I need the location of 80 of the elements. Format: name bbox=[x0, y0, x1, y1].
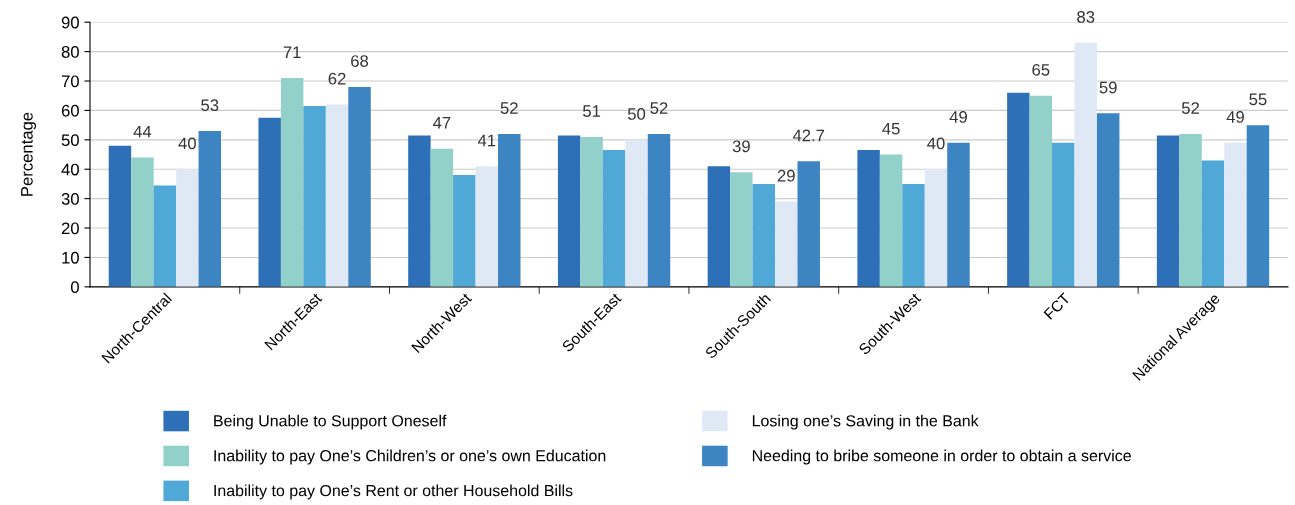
bar bbox=[647, 133, 671, 287]
bar bbox=[258, 117, 281, 287]
bar bbox=[1224, 142, 1247, 287]
bar bbox=[879, 154, 903, 287]
bar bbox=[857, 150, 880, 287]
y-tick-label: 70 bbox=[61, 75, 79, 88]
data-label: 65 bbox=[1032, 63, 1050, 76]
data-label: 29 bbox=[777, 169, 795, 182]
y-tick-label: 50 bbox=[61, 134, 79, 147]
bar bbox=[1156, 135, 1180, 287]
bar bbox=[348, 86, 371, 287]
bar bbox=[430, 148, 454, 287]
bar bbox=[625, 139, 648, 287]
data-label: 52 bbox=[1181, 102, 1199, 114]
legend-label: Needing to bribe someone in order to obtain a service bbox=[752, 449, 1131, 465]
bar bbox=[580, 136, 603, 287]
bar bbox=[475, 166, 499, 287]
data-label: 52 bbox=[650, 102, 668, 114]
bar bbox=[752, 183, 776, 287]
bar bbox=[1246, 125, 1270, 287]
data-label: 49 bbox=[1226, 111, 1244, 123]
data-label: 68 bbox=[351, 55, 369, 67]
bar bbox=[947, 142, 970, 287]
data-label: 55 bbox=[1249, 93, 1267, 106]
bar bbox=[1007, 92, 1030, 287]
y-tick-label: 90 bbox=[61, 16, 79, 29]
legend-label: Losing one’s Saving in the Bank bbox=[752, 414, 979, 430]
bar bbox=[108, 145, 132, 287]
bar bbox=[453, 175, 476, 287]
legend-label: Being Unable to Support Oneself bbox=[214, 414, 447, 430]
bar bbox=[280, 78, 304, 287]
bar bbox=[303, 106, 326, 287]
legend-label: Inability to pay One’s Children’s or one’s own Education bbox=[214, 449, 606, 465]
data-label: 42.7 bbox=[792, 129, 825, 142]
data-label: 40 bbox=[927, 137, 945, 150]
data-label: 51 bbox=[583, 105, 601, 117]
data-label: 41 bbox=[477, 134, 496, 147]
bar bbox=[924, 169, 948, 287]
bar bbox=[1096, 113, 1120, 287]
y-tick-label: 60 bbox=[61, 104, 79, 117]
bar bbox=[1052, 142, 1075, 287]
bar bbox=[775, 201, 798, 287]
bar bbox=[198, 131, 222, 287]
bar bbox=[408, 135, 431, 287]
bar bbox=[1179, 133, 1202, 287]
bar bbox=[1029, 95, 1053, 287]
bar bbox=[1201, 160, 1225, 287]
y-tick-label: 30 bbox=[61, 193, 79, 205]
bar bbox=[1074, 42, 1097, 287]
bar bbox=[730, 172, 753, 287]
data-label: 44 bbox=[133, 125, 152, 138]
data-label: 40 bbox=[178, 137, 196, 150]
data-label: 39 bbox=[732, 140, 750, 153]
bar bbox=[707, 166, 731, 287]
data-label: 59 bbox=[1099, 81, 1117, 94]
data-label: 62 bbox=[328, 72, 346, 85]
bar bbox=[131, 157, 154, 287]
bar bbox=[325, 104, 349, 287]
data-label: 83 bbox=[1077, 11, 1095, 23]
data-label: 52 bbox=[500, 102, 518, 114]
bar bbox=[153, 185, 177, 287]
data-label: 71 bbox=[283, 46, 301, 58]
data-label: 47 bbox=[432, 117, 451, 129]
data-label: 45 bbox=[882, 122, 900, 135]
y-tick-label: 20 bbox=[61, 222, 79, 235]
bar bbox=[557, 135, 581, 287]
data-label: 50 bbox=[627, 108, 646, 120]
y-tick-label: 0 bbox=[70, 281, 79, 294]
bar bbox=[602, 150, 626, 287]
y-tick-label: 80 bbox=[61, 46, 79, 58]
y-tick-label: 40 bbox=[61, 163, 79, 176]
data-label: 49 bbox=[949, 111, 967, 123]
bar bbox=[498, 133, 521, 287]
bar bbox=[176, 169, 199, 287]
y-tick-label: 10 bbox=[62, 251, 79, 264]
legend-label: Inability to pay One’s Rent or other Household Bills bbox=[214, 484, 573, 500]
bar bbox=[797, 161, 820, 287]
data-label: 53 bbox=[201, 99, 219, 112]
y-axis-title: Percentage bbox=[21, 112, 37, 196]
bar bbox=[902, 183, 925, 287]
